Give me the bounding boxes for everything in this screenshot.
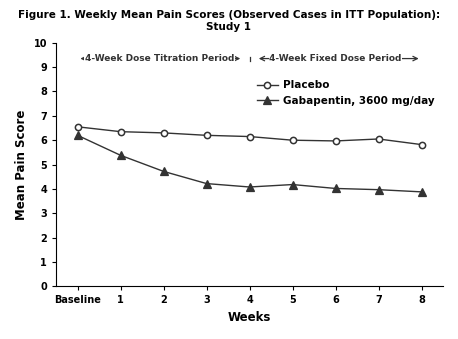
Line: Gabapentin, 3600 mg/day: Gabapentin, 3600 mg/day — [74, 132, 425, 196]
Gabapentin, 3600 mg/day — [75, 133, 80, 137]
Legend: Placebo, Gabapentin, 3600 mg/day: Placebo, Gabapentin, 3600 mg/day — [254, 77, 438, 108]
Y-axis label: Mean Pain Score: Mean Pain Score — [15, 109, 28, 220]
Gabapentin, 3600 mg/day — [247, 185, 252, 189]
Placebo — [290, 138, 295, 142]
Gabapentin, 3600 mg/day — [290, 182, 295, 186]
Gabapentin, 3600 mg/day — [118, 153, 123, 157]
Gabapentin, 3600 mg/day — [161, 170, 166, 174]
Placebo — [376, 137, 381, 141]
Placebo — [118, 129, 123, 134]
Placebo — [204, 133, 209, 137]
Gabapentin, 3600 mg/day — [204, 182, 209, 186]
Placebo — [419, 143, 424, 147]
Gabapentin, 3600 mg/day — [376, 188, 381, 192]
Placebo — [161, 131, 166, 135]
Gabapentin, 3600 mg/day — [333, 186, 338, 191]
Placebo — [75, 125, 80, 129]
Text: Figure 1. Weekly Mean Pain Scores (Observed Cases in ITT Population): Study 1: Figure 1. Weekly Mean Pain Scores (Obser… — [18, 10, 440, 32]
Text: 4-Week Fixed Dose Period: 4-Week Fixed Dose Period — [269, 54, 402, 63]
Line: Placebo: Placebo — [75, 124, 425, 148]
Text: 4-Week Dose Titration Period: 4-Week Dose Titration Period — [85, 54, 234, 63]
X-axis label: Weeks: Weeks — [228, 311, 271, 324]
Placebo — [247, 135, 252, 139]
Gabapentin, 3600 mg/day — [419, 190, 424, 194]
Placebo — [333, 139, 338, 143]
